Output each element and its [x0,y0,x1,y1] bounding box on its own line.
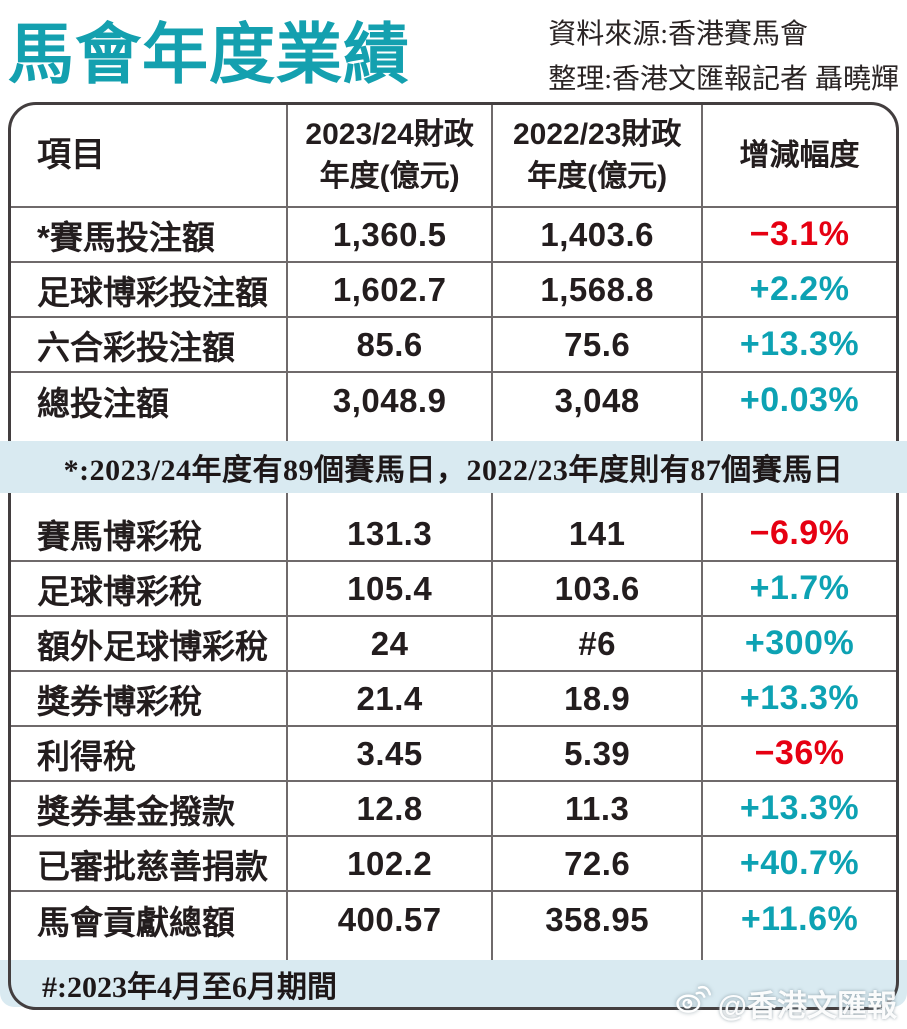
change-value: −6.9% [749,514,850,552]
value-fy2024: 102.2 [288,837,494,890]
table-row: *賽馬投注額 1,360.5 1,403.6 −3.1% [11,208,896,263]
row-label: 獎券博彩稅 [11,672,288,725]
value-fy2023: 1,568.8 [493,263,704,316]
change-value: +1.7% [749,569,850,607]
row-label: 總投注額 [11,373,288,428]
table-row: 六合彩投注額 85.6 75.6 +13.3% [11,318,896,373]
row-label: *賽馬投注額 [11,208,288,261]
table-row: 獎券博彩稅 21.4 18.9 +13.3% [11,672,896,727]
table-row: 足球博彩稅 105.4 103.6 +1.7% [11,562,896,617]
value-fy2023: 141 [493,507,704,560]
row-label: 利得稅 [11,727,288,780]
credit-line: 整理:香港文匯報記者 聶曉輝 [548,64,899,95]
row-label: 額外足球博彩稅 [11,617,288,670]
table-row: 已審批慈善捐款 102.2 72.6 +40.7% [11,837,896,892]
change-value: +40.7% [739,844,860,882]
change-value: +13.3% [739,325,860,363]
row-label: 賽馬博彩稅 [11,507,288,560]
value-fy2023: 18.9 [493,672,704,725]
watermark: @香港文匯報 [675,981,897,1025]
column-header-fy2023: 2022/23財政 年度(億元) [493,105,704,206]
table-row: 馬會貢獻總額 400.57 358.95 +11.6% [11,892,896,947]
table-row: 獎券基金撥款 12.8 11.3 +13.3% [11,782,896,837]
table-row: 賽馬博彩稅 131.3 141 −6.9% [11,507,896,562]
row-label: 獎券基金撥款 [11,782,288,835]
row-label: 馬會貢獻總額 [11,892,288,947]
change-value: +11.6% [740,900,859,938]
change-value: +0.03% [739,381,860,419]
table-row: 總投注額 3,048.9 3,048 +0.03% [11,373,896,428]
change-value: −36% [754,734,845,772]
page-title: 馬會年度業績 [8,17,410,91]
credits-block: 資料來源:香港賽馬會 整理:香港文匯報記者 聶曉輝 [548,8,901,102]
value-fy2023: 103.6 [493,562,704,615]
value-fy2023: 1,403.6 [493,208,704,261]
change-value: +13.3% [739,789,860,827]
value-fy2023: 5.39 [493,727,704,780]
value-fy2023: 11.3 [493,782,704,835]
grid-spacer [11,493,896,507]
value-fy2024: 24 [288,617,494,670]
value-fy2024: 105.4 [288,562,494,615]
grid-spacer [11,428,896,441]
row-label: 已審批慈善捐款 [11,837,288,890]
value-fy2024: 21.4 [288,672,494,725]
value-fy2023: 72.6 [493,837,704,890]
table-row: 額外足球博彩稅 24 #6 +300% [11,617,896,672]
row-label: 足球博彩投注額 [11,263,288,316]
footnote-band-period: #:2023年4月至6月期間 [0,960,907,1007]
value-fy2024: 400.57 [288,892,494,947]
value-fy2024: 12.8 [288,782,494,835]
value-fy2024: 131.3 [288,507,494,560]
value-fy2024: 3.45 [288,727,494,780]
results-table: 項目 2023/24財政 年度(億元) 2022/23財政 年度(億元) 增減幅… [0,102,907,1010]
value-fy2024: 85.6 [288,318,494,371]
change-value: +300% [744,624,855,662]
weibo-icon [675,984,711,1022]
change-value: +2.2% [749,270,850,308]
value-fy2023: 75.6 [493,318,704,371]
grid-spacer [11,947,896,960]
row-label: 足球博彩稅 [11,562,288,615]
value-fy2024: 1,602.7 [288,263,494,316]
column-header-change: 增減幅度 [739,138,860,172]
value-fy2023: 3,048 [493,373,704,428]
value-fy2023: #6 [493,617,704,670]
source-line: 資料來源:香港賽馬會 [548,19,808,50]
value-fy2023: 358.95 [493,892,704,947]
page-header: 馬會年度業績 資料來源:香港賽馬會 整理:香港文匯報記者 聶曉輝 [0,0,907,102]
change-value: +13.3% [739,679,860,717]
value-fy2024: 3,048.9 [288,373,494,428]
table-row: 足球博彩投注額 1,602.7 1,568.8 +2.2% [11,263,896,318]
footnote-band-racedays: *:2023/24年度有89個賽馬日，2022/23年度則有87個賽馬日 [0,441,907,493]
table-row: 利得稅 3.45 5.39 −36% [11,727,896,782]
column-header-fy2024: 2023/24財政 年度(億元) [288,105,494,206]
column-header-item: 項目 [11,105,288,206]
change-value: −3.1% [749,215,850,253]
row-label: 六合彩投注額 [11,318,288,371]
watermark-handle: @香港文匯報 [717,990,897,1023]
table-header-row: 項目 2023/24財政 年度(億元) 2022/23財政 年度(億元) 增減幅… [11,105,896,208]
value-fy2024: 1,360.5 [288,208,494,261]
